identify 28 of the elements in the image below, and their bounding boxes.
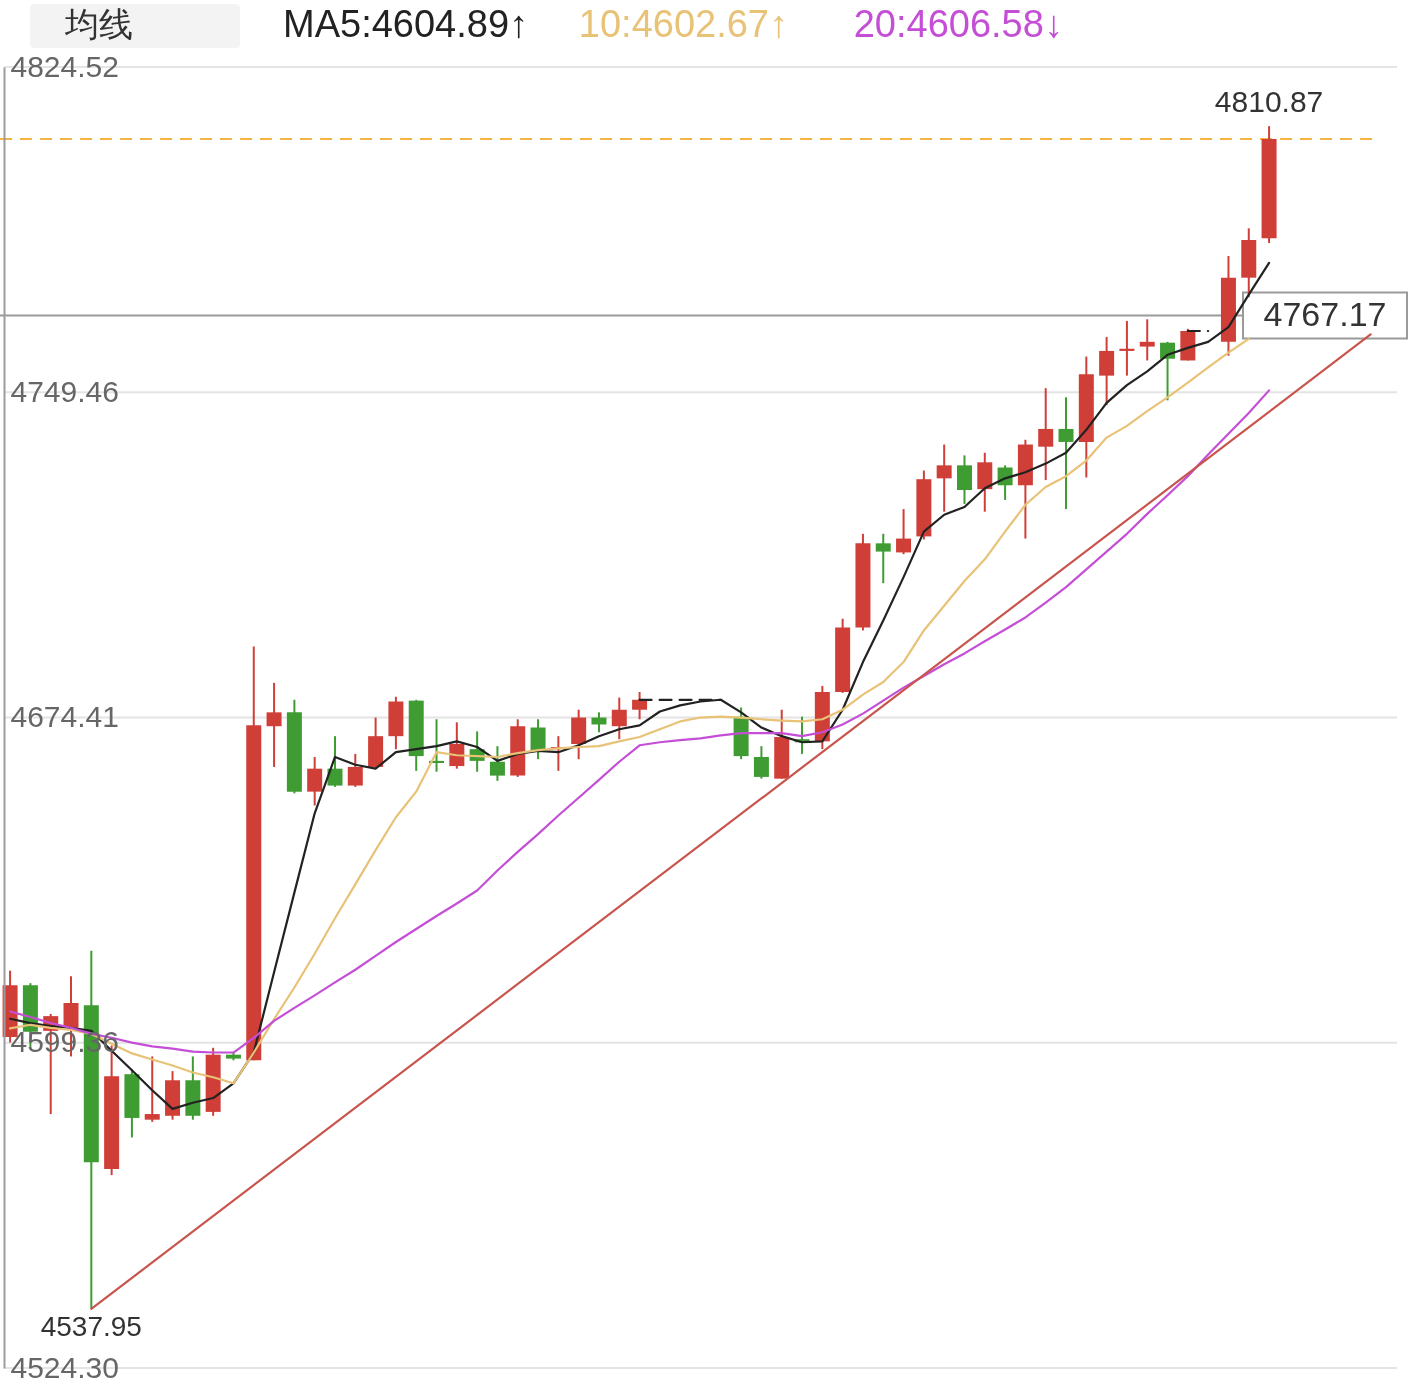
y-tick-label: 4524.30 (10, 1350, 119, 1384)
candlestick (1058, 396, 1074, 511)
text: 10:4602.67↑ (578, 3, 788, 45)
candlestick (1038, 387, 1054, 482)
text: 20:4606.58↓ (853, 3, 1063, 45)
y-tick-label: 4674.41 (10, 700, 119, 733)
candlestick (347, 752, 363, 788)
candlestick (875, 532, 891, 585)
y-tick-label: 4824.52 (10, 49, 119, 83)
candlestick (632, 690, 648, 721)
candlestick (1119, 320, 1135, 377)
candlestick (936, 443, 952, 513)
candlestick (611, 696, 627, 741)
candlestick (144, 1055, 160, 1123)
candlestick (530, 718, 546, 761)
y-tick-label: 4749.46 (10, 374, 119, 408)
candlestick (489, 745, 505, 782)
annotation: 4810.87 (1214, 85, 1324, 119)
candlestick (307, 755, 323, 807)
text: MA5:4604.89↑ (283, 3, 529, 45)
candlestick (896, 508, 912, 556)
candlestick (1139, 318, 1155, 362)
annotation: 4537.95 (40, 1310, 142, 1342)
ref-line-label: 4767.17 (1263, 294, 1387, 333)
candlestick (266, 681, 282, 768)
legend-title: 均线 (64, 5, 133, 43)
candlestick (327, 735, 343, 788)
candlestick (753, 745, 769, 780)
